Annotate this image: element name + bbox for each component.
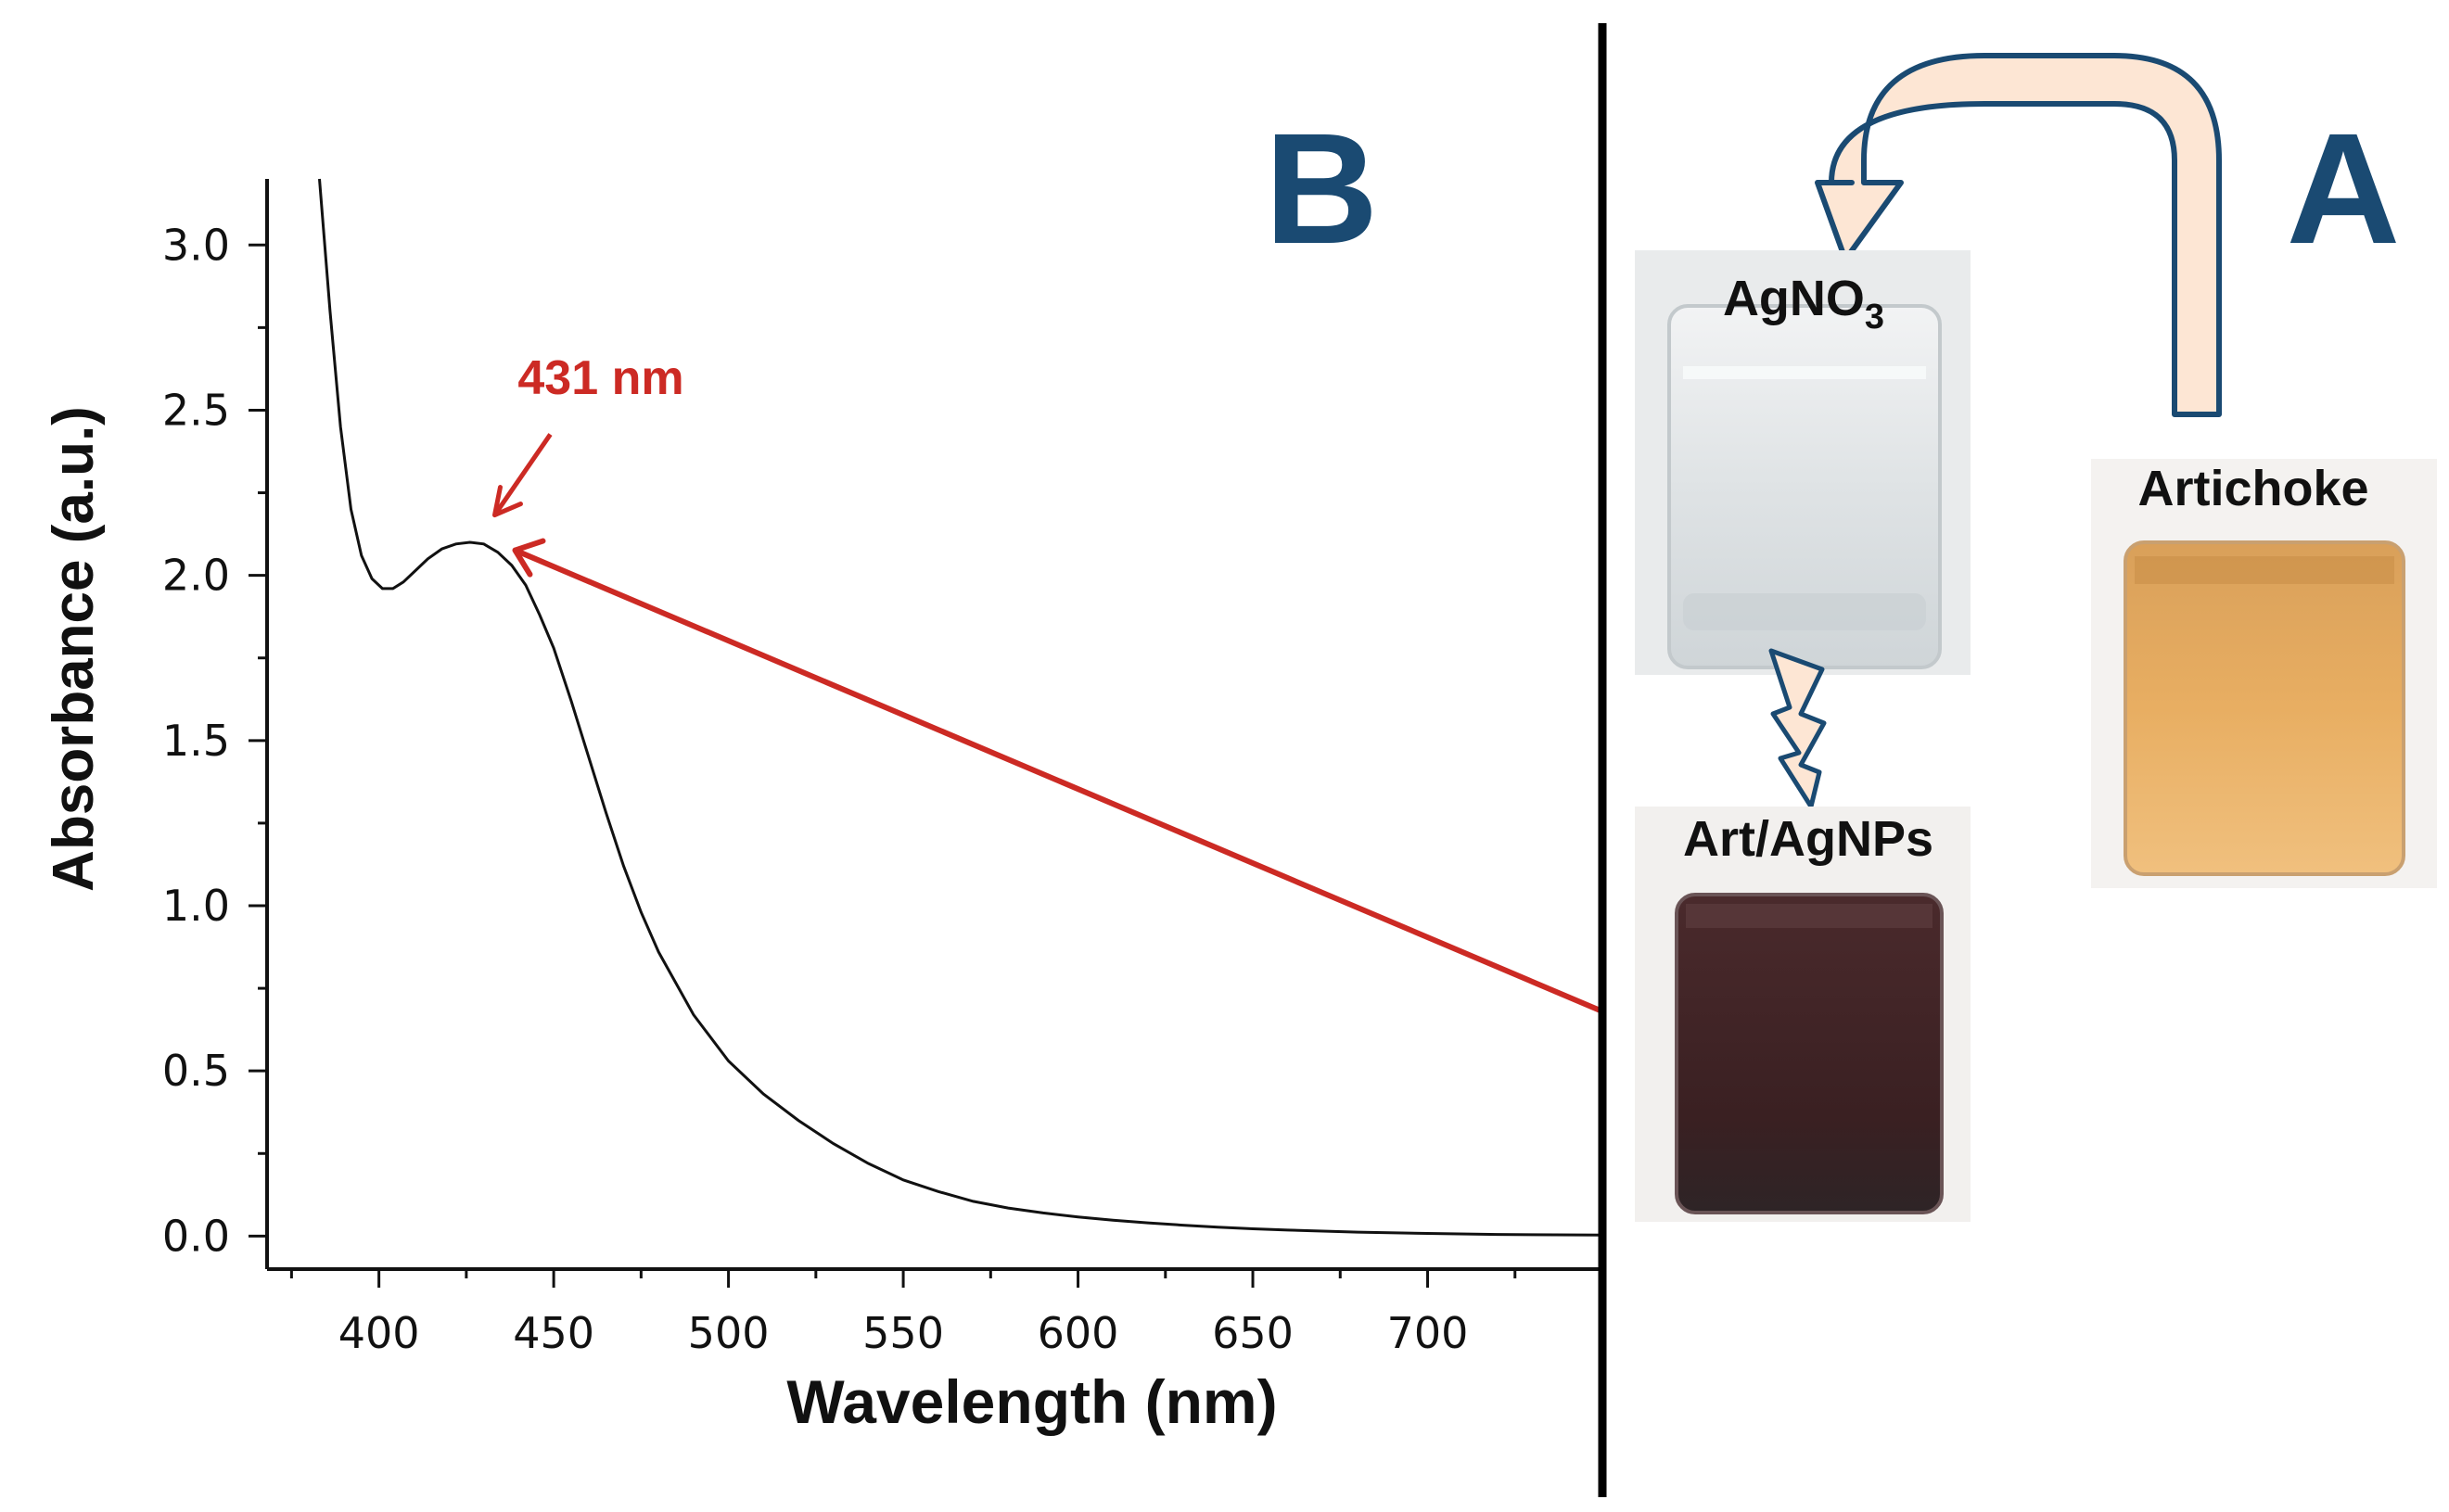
peak-arrow — [491, 433, 553, 518]
x-tick-label: 700 — [1387, 1308, 1469, 1358]
agno3-subscript: 3 — [1865, 298, 1884, 337]
y-tick-label: 0.0 — [162, 1211, 230, 1261]
panel-b-label: B — [1265, 101, 1379, 277]
y-ticks: 0.0 0.5 1.0 1.5 2.0 2.5 3.0 — [162, 220, 267, 1261]
x-tick-label: 450 — [513, 1308, 594, 1358]
peak-arrow-shaft — [492, 433, 553, 516]
artichoke-label: Artichoke — [2137, 461, 2368, 516]
x-tick-label: 650 — [1212, 1308, 1294, 1358]
long-arrow-head — [512, 538, 546, 578]
agno3-photo: AgNO3 — [1635, 250, 1971, 675]
y-tick-label: 0.5 — [162, 1046, 230, 1096]
panel-a: A AgNO3 Art/AgNPs Artichoke — [1635, 53, 2437, 1222]
agnps-label: Art/AgNPs — [1683, 811, 1933, 867]
long-arrow-shaft — [514, 547, 1604, 1014]
y-axis-label: Absorbance (a.u.) — [42, 406, 106, 892]
series-layer — [318, 178, 1603, 1237]
y-tick-label: 3.0 — [162, 220, 230, 270]
artichoke-photo: Artichoke — [2091, 459, 2437, 888]
long-arrow — [512, 538, 1604, 1014]
y-tick-label: 1.5 — [162, 716, 230, 766]
x-tick-label: 400 — [338, 1308, 420, 1358]
peak-arrow-head — [491, 485, 523, 518]
curved-arrow — [1815, 53, 2222, 417]
y-tick-label: 1.0 — [162, 881, 230, 931]
lightning-icon — [1768, 648, 1827, 809]
x-axis-label: Wavelength (nm) — [786, 1367, 1277, 1436]
x-tick-label: 600 — [1038, 1308, 1119, 1358]
y-tick-label: 2.0 — [162, 551, 230, 601]
absorbance-series-line — [318, 178, 1603, 1237]
agnps-photo: Art/AgNPs — [1635, 807, 1971, 1222]
panel-a-label: A — [2287, 101, 2401, 277]
peak-annotation-label: 431 nm — [517, 351, 683, 405]
agno3-label: AgNO3 — [1723, 271, 1884, 337]
x-ticks: 400 450 500 550 600 650 700 — [289, 1269, 1517, 1358]
x-tick-label: 500 — [688, 1308, 770, 1358]
y-tick-label: 2.5 — [162, 385, 230, 435]
absorbance-chart: 0.0 0.5 1.0 1.5 2.0 2.5 3.0 400 450 500 550 600 650… — [42, 101, 1604, 1436]
x-tick-label: 550 — [862, 1308, 944, 1358]
